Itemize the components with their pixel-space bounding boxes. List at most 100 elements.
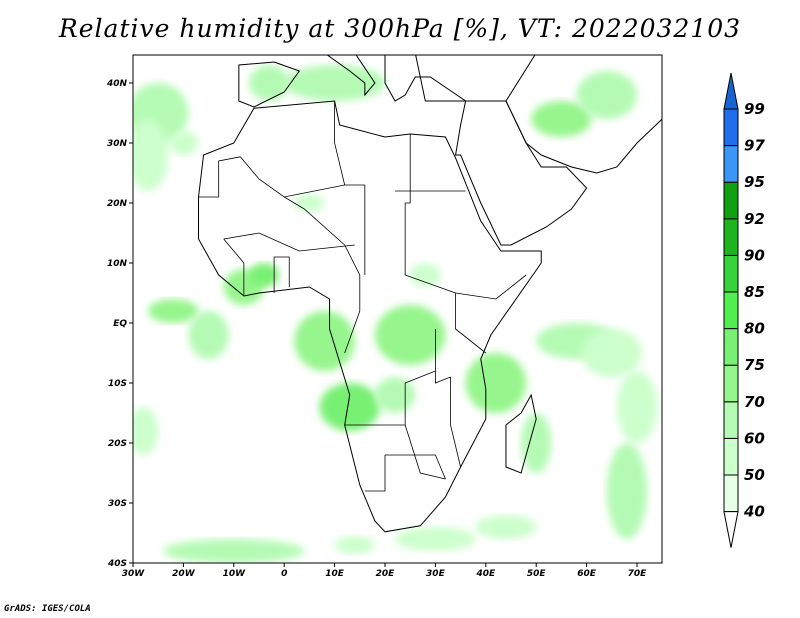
lat-label: 30N: [107, 139, 128, 149]
colorbar-over-arrow: [723, 72, 739, 110]
humidity-region: [133, 407, 159, 455]
lat-label: 40S: [107, 559, 127, 569]
country-border: [455, 274, 527, 300]
country-border: [223, 238, 245, 296]
country-border: [334, 101, 346, 186]
colorbar-label: 99: [744, 100, 765, 118]
colorbar-label: 40: [743, 503, 765, 521]
colorbar-segment: [723, 364, 739, 403]
colorbar-segment: [723, 328, 739, 366]
colorbar-segment: [723, 145, 739, 183]
colorbar-segment: [723, 291, 739, 330]
country-border: [344, 370, 436, 426]
humidity-region: [319, 383, 380, 431]
map-frame: [132, 54, 663, 564]
lon-label: 40E: [475, 569, 496, 579]
lon-label: 10E: [325, 569, 345, 579]
africa-coastline: [198, 100, 542, 533]
humidity-region: [521, 413, 552, 473]
humidity-region: [616, 371, 658, 443]
lon-label: 30W: [122, 569, 146, 579]
country-border: [198, 156, 241, 198]
humidity-region: [465, 353, 527, 413]
lon-label: 0: [281, 569, 287, 579]
lon-label: 20W: [172, 569, 196, 579]
lon-label: 10W: [223, 569, 247, 579]
colorbar-under-arrow: [723, 511, 739, 548]
colorbar-label: 60: [744, 429, 765, 447]
humidity-region: [374, 305, 446, 365]
greece-coastline: [384, 55, 468, 102]
humidity-region: [334, 536, 375, 554]
colorbar-label: 97: [744, 137, 765, 155]
country-border: [405, 274, 456, 294]
colorbar-label: 85: [744, 283, 765, 301]
lat-label: 10N: [107, 259, 128, 269]
lat-label: 20N: [107, 199, 128, 209]
lon-label: 50E: [527, 569, 547, 579]
madagascar-coastline: [505, 393, 537, 474]
humidity-region: [148, 299, 199, 323]
humidity-region: [410, 263, 441, 287]
humidity-region: [606, 443, 648, 539]
lon-label: 60E: [577, 569, 597, 579]
colorbar-label: 75: [744, 356, 765, 374]
lat-label: 10S: [108, 379, 127, 389]
iberia-coastline: [238, 61, 301, 108]
lat-label: EQ: [113, 319, 127, 329]
grads-credit: GrADS: IGES/COLA: [4, 604, 91, 614]
map-title: Relative humidity at 300hPa [%], VT: 202…: [58, 14, 742, 43]
colorbar-label: 50: [744, 466, 765, 484]
colorbar-segment: [723, 181, 739, 220]
country-border: [364, 455, 386, 492]
humidity-region: [395, 527, 476, 551]
colorbar: 40 50 60 70 75 80 85 90 92 95 97 99: [723, 72, 765, 548]
humidity-region: [163, 539, 305, 563]
colorbar-segment: [723, 108, 739, 147]
colorbar-label: 80: [744, 320, 765, 338]
humidity-region: [581, 329, 643, 377]
humidity-region: [374, 377, 416, 413]
humidity-region: [475, 515, 537, 539]
map-area: [133, 55, 662, 563]
colorbar-label: 70: [744, 393, 765, 411]
lat-label: 20S: [108, 439, 127, 449]
country-border: [404, 424, 446, 480]
lon-label: 70E: [628, 569, 648, 579]
humidity-region: [294, 194, 325, 212]
country-border: [455, 293, 487, 354]
colorbar-segment: [723, 254, 739, 293]
italy-coastline: [326, 55, 376, 97]
country-border: [385, 454, 446, 480]
colorbar-segment: [723, 218, 739, 256]
humidity-region: [576, 71, 637, 119]
iran-coastline: [505, 55, 662, 174]
country-border: [273, 256, 290, 293]
colorbar-label: 90: [744, 246, 765, 264]
colorbar-segment: [723, 437, 739, 476]
arabia-coastline: [454, 100, 588, 246]
humidity-region: [294, 311, 355, 371]
lon-label: 20E: [376, 569, 396, 579]
humidity-region: [284, 65, 385, 101]
lat-label: 30S: [108, 499, 127, 509]
humidity-region: [248, 263, 280, 287]
humidity-region: [133, 119, 169, 191]
country-border: [434, 329, 451, 384]
colorbar-segment: [723, 401, 739, 439]
humidity-region: [531, 101, 592, 137]
country-border: [283, 196, 345, 246]
country-border: [404, 134, 411, 275]
country-border: [223, 232, 355, 252]
humidity-region: [188, 311, 229, 359]
country-border: [240, 156, 365, 198]
lat-label: 40N: [106, 79, 128, 89]
colorbar-label: 92: [744, 210, 765, 228]
colorbar-label: 95: [744, 173, 765, 191]
country-border: [450, 377, 461, 468]
humidity-region: [248, 65, 290, 101]
humidity-region: [168, 131, 199, 155]
colorbar-segment: [723, 474, 739, 513]
lon-label: 30E: [426, 569, 446, 579]
